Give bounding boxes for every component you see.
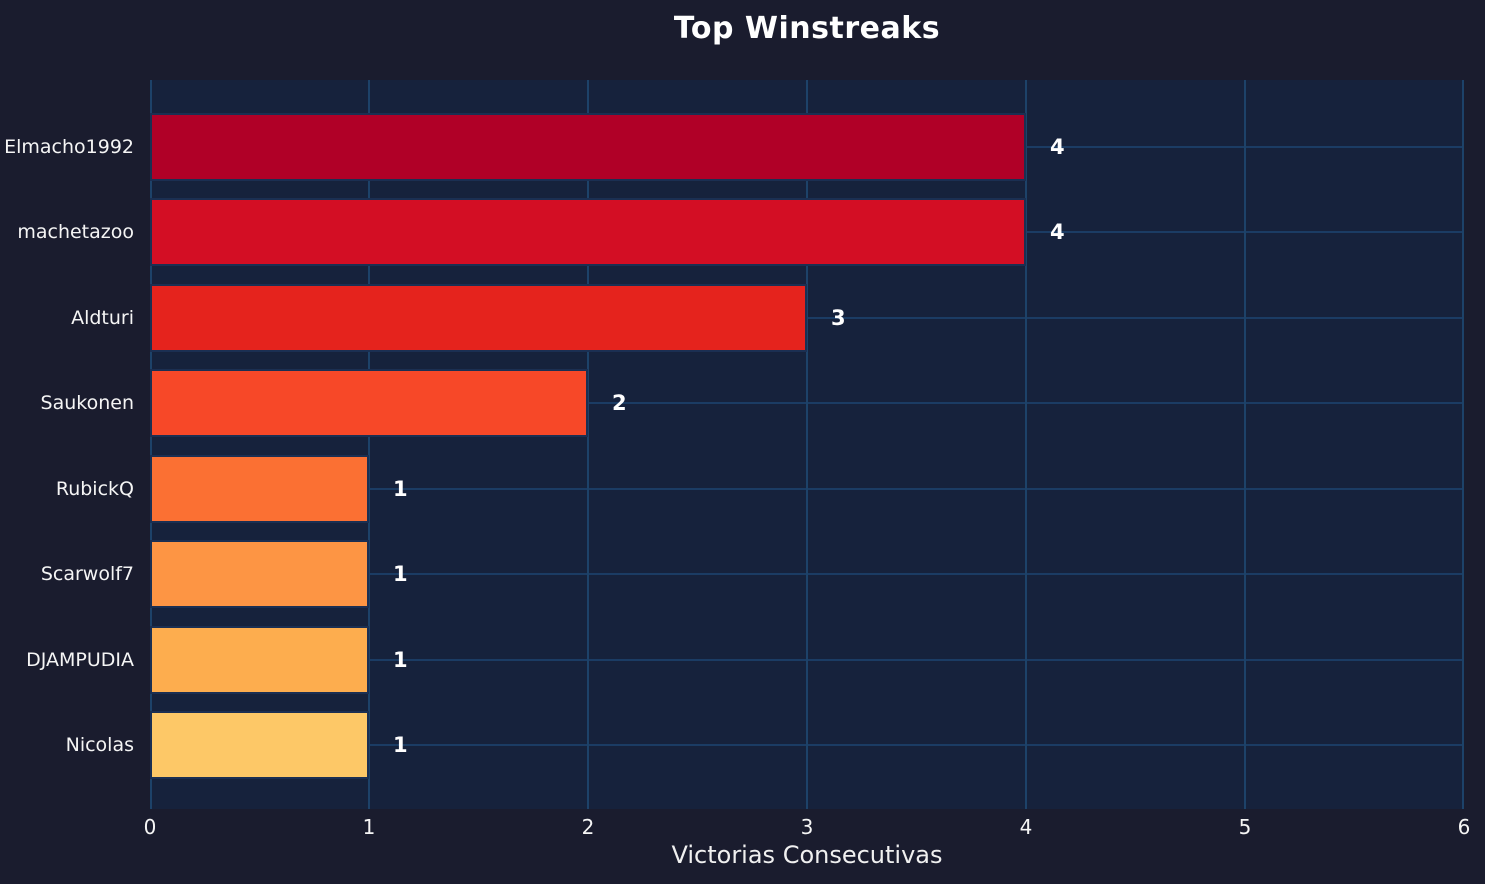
x-axis-title: Victorias Consecutivas (671, 841, 943, 869)
bar-value-label: 3 (831, 306, 846, 330)
x-axis-tick-label: 6 (1457, 815, 1471, 839)
bar-value-label: 1 (393, 562, 408, 586)
bar-saukonen (150, 369, 588, 437)
bar-value-label: 1 (393, 477, 408, 501)
y-axis-spine (150, 80, 152, 809)
y-axis-labels: Elmacho1992 machetazoo Aldturi Saukonen Rubi… (0, 80, 142, 809)
bar-value-label: 2 (612, 391, 627, 415)
bar-scarwolf7 (150, 540, 369, 608)
x-axis-tick-label: 3 (800, 815, 814, 839)
vertical-gridline (806, 80, 808, 809)
x-axis-tick-label: 0 (143, 815, 157, 839)
bar-machetazoo (150, 198, 1026, 266)
x-axis-tick-label: 1 (362, 815, 376, 839)
bar-elmacho1992 (150, 113, 1026, 181)
bar-rubickq (150, 455, 369, 523)
bar-nicolas (150, 711, 369, 779)
chart-title: Top Winstreaks (673, 11, 941, 46)
x-axis-tick-label: 4 (1019, 815, 1033, 839)
bar-aldturi (150, 284, 807, 352)
vertical-gridline (1025, 80, 1027, 809)
vertical-gridline (368, 80, 370, 809)
y-axis-label-machetazoo: machetazoo (17, 221, 134, 243)
y-axis-label-saukonen: Saukonen (40, 392, 134, 414)
y-axis-label-djampudia: DJAMPUDIA (26, 649, 134, 671)
bar-djampudia (150, 626, 369, 694)
bar-value-label: 1 (393, 733, 408, 757)
y-axis-label-nicolas: Nicolas (65, 734, 134, 756)
plot-area: 4 4 3 2 1 1 1 1 (150, 80, 1464, 809)
bar-value-label: 4 (1050, 135, 1065, 159)
x-axis-tick-label: 5 (1238, 815, 1252, 839)
y-axis-label-scarwolf7: Scarwolf7 (40, 563, 134, 585)
vertical-gridline (587, 80, 589, 809)
x-axis-tick-label: 2 (581, 815, 595, 839)
vertical-gridline (1244, 80, 1246, 809)
y-axis-label-elmacho1992: Elmacho1992 (4, 136, 134, 158)
bar-value-label: 1 (393, 648, 408, 672)
y-axis-label-rubickq: RubickQ (55, 478, 134, 500)
y-axis-label-aldturi: Aldturi (71, 307, 134, 329)
vertical-gridline (1462, 80, 1464, 809)
bar-value-label: 4 (1050, 220, 1065, 244)
